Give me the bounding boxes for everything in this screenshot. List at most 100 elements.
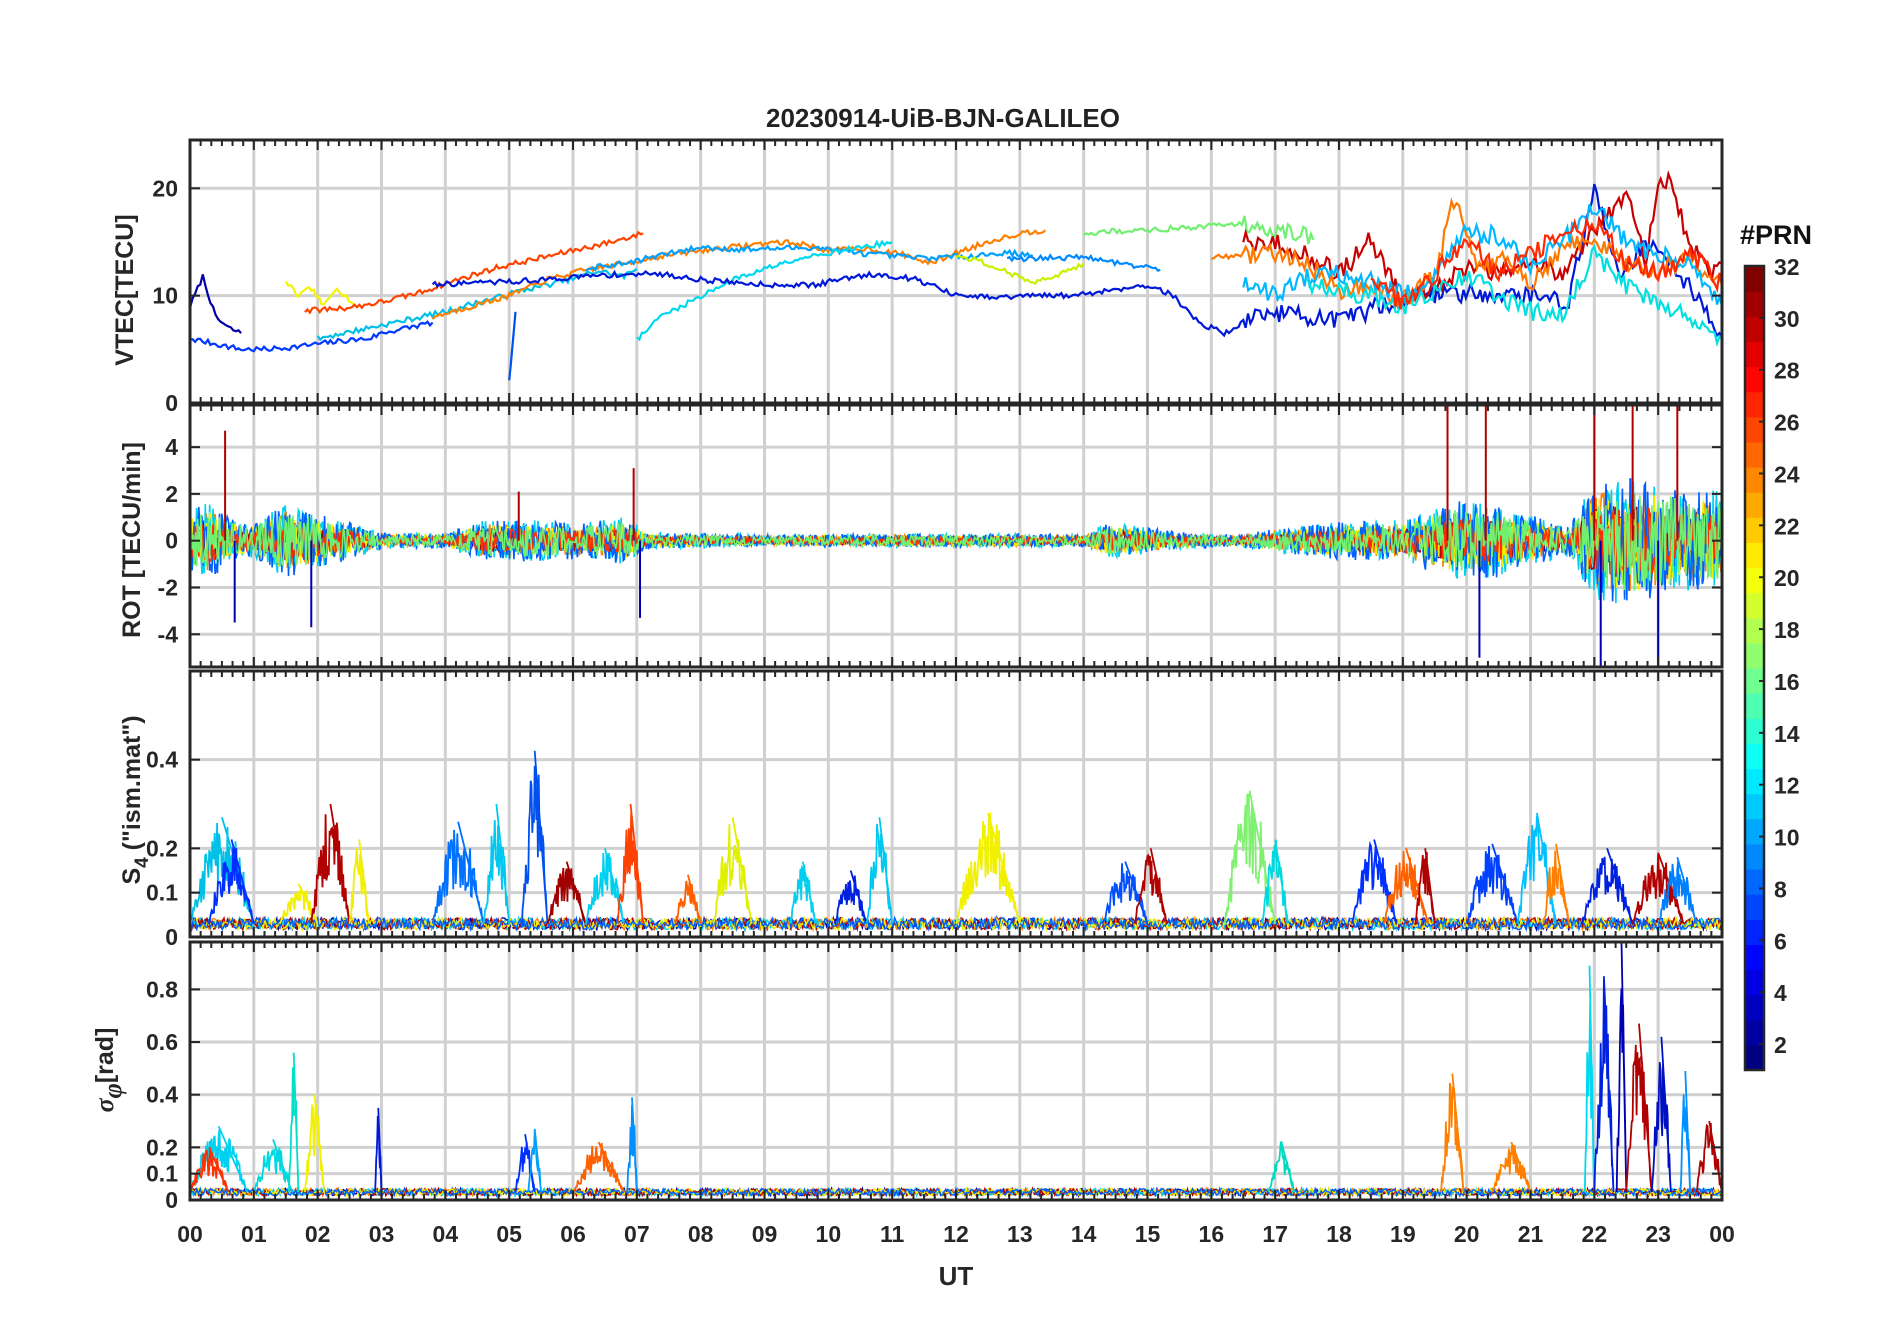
- colorbar-tick-label: 24: [1774, 461, 1800, 487]
- burst-series: [374, 1107, 383, 1193]
- vtec-panel: 0 10 20: [152, 138, 1724, 416]
- y-tick-label: 0.2: [146, 835, 178, 861]
- colorbar-level: [1745, 416, 1764, 443]
- x-tick-label: 22: [1582, 1221, 1608, 1247]
- colorbar-level: [1745, 919, 1764, 945]
- colorbar-level: [1745, 592, 1764, 619]
- x-tick-label: 01: [241, 1221, 267, 1247]
- y-tick-label: 0: [165, 390, 178, 416]
- x-tick-label: 16: [1199, 1221, 1225, 1247]
- colorbar-tick-label: 26: [1774, 410, 1800, 436]
- colorbar-level: [1745, 266, 1764, 292]
- burst-series: [190, 817, 255, 924]
- vtec-series-prn-2: [190, 274, 242, 334]
- x-tick-label: 17: [1262, 1221, 1288, 1247]
- colorbar-level: [1745, 668, 1764, 694]
- vtec-series-prn-5: [190, 320, 434, 353]
- burst-series: [1650, 1036, 1672, 1193]
- x-tick-label: 10: [816, 1221, 842, 1247]
- y-tick-label: 4: [165, 434, 178, 460]
- burst-series: [1542, 843, 1570, 924]
- burst-series: [190, 1146, 230, 1193]
- colorbar-level: [1745, 869, 1764, 895]
- y-tick-label: 0.4: [146, 1082, 178, 1108]
- burst-series: [310, 803, 351, 924]
- s4-label-subscript: 4: [132, 857, 153, 868]
- colorbar-tick-label: 6: [1774, 928, 1787, 954]
- colorbar-tick-label: 16: [1774, 669, 1800, 695]
- burst-series: [955, 811, 1021, 925]
- colorbar-level: [1745, 441, 1764, 468]
- burst-series: [865, 817, 894, 924]
- burst-series: [1695, 1120, 1722, 1193]
- s4-axis-label: S4 ("ism.mat"): [118, 715, 153, 884]
- burst-series: [1465, 843, 1519, 924]
- burst-series: [789, 861, 817, 924]
- vtec-series-prn-6: [508, 311, 517, 381]
- burst-series: [1657, 856, 1698, 925]
- burst-series: [253, 1139, 293, 1193]
- colorbar-level: [1745, 818, 1764, 845]
- colorbar-tick-label: 14: [1774, 721, 1800, 747]
- x-tick-label: 15: [1135, 1221, 1161, 1247]
- colorbar-level: [1745, 718, 1764, 744]
- burst-series: [1350, 839, 1398, 924]
- vtec-series-prn-19: [955, 255, 1085, 286]
- burst-series: [527, 1128, 542, 1193]
- colorbar-title: #PRN: [1740, 220, 1812, 250]
- burst-series: [1593, 976, 1615, 1193]
- y-tick-label: 0: [165, 528, 178, 554]
- s4-label-main: S: [118, 868, 146, 885]
- colorbar-level: [1745, 291, 1764, 317]
- sigma-axis-label: σφ[rad]: [90, 1028, 127, 1113]
- x-tick-labels: 00 01 02 03 04 05 06 07 08 09 10 11 12 13 14 15 16 17 18 19…: [177, 1221, 1735, 1247]
- colorbar-tick-label: 10: [1774, 825, 1800, 851]
- burst-series: [348, 839, 370, 924]
- x-tick-label: 05: [496, 1221, 522, 1247]
- burst-series: [1679, 1070, 1691, 1193]
- burst-series: [712, 817, 753, 924]
- vtec-series-prn-17: [1083, 215, 1315, 245]
- x-tick-label: 19: [1390, 1221, 1416, 1247]
- x-tick-label: 21: [1518, 1221, 1544, 1247]
- y-tick-label: 0.1: [146, 1161, 178, 1187]
- y-tick-label: -2: [158, 574, 178, 600]
- burst-series: [1382, 848, 1430, 924]
- colorbar-tick-label: 30: [1774, 306, 1800, 332]
- x-axis-label: UT: [939, 1261, 974, 1291]
- colorbar-level: [1745, 617, 1764, 644]
- burst-series: [1580, 848, 1634, 925]
- burst-series: [1440, 1073, 1465, 1193]
- burst-series: [833, 870, 868, 925]
- burst-series: [514, 1134, 536, 1193]
- burst-series: [572, 1141, 625, 1193]
- burst-series: [546, 861, 587, 925]
- burst-series: [626, 1097, 638, 1193]
- rot-panel: -4 -2 0 2 4: [158, 403, 1724, 669]
- y-tick-label: -4: [158, 621, 179, 647]
- vtec-series-prn-10: [585, 244, 1034, 273]
- x-tick-label: 09: [752, 1221, 778, 1247]
- y-tick-label: 0.4: [146, 747, 178, 773]
- colorbar-level: [1745, 467, 1764, 493]
- colorbar-tick-label: 18: [1774, 617, 1800, 643]
- burst-series: [521, 750, 549, 924]
- colorbar-tick-label: 32: [1774, 254, 1800, 280]
- burst-series: [482, 803, 511, 924]
- x-tick-label: 12: [943, 1221, 969, 1247]
- burst-series: [208, 839, 255, 924]
- vtec-series-prn-13: [1306, 243, 1722, 348]
- colorbar-level: [1745, 366, 1764, 393]
- colorbar-tick-label: 2: [1774, 1032, 1787, 1058]
- plot-area: [190, 170, 1722, 381]
- x-tick-label: 00: [177, 1221, 203, 1247]
- x-tick-label: 23: [1645, 1221, 1671, 1247]
- y-tick-label: 0.6: [146, 1029, 178, 1055]
- x-tick-label: 18: [1326, 1221, 1352, 1247]
- x-tick-label: 13: [1007, 1221, 1033, 1247]
- sigma-label-main: σ: [90, 1097, 119, 1112]
- colorbar-level: [1745, 944, 1764, 971]
- colorbar-level: [1745, 969, 1764, 996]
- burst-series: [616, 803, 645, 924]
- vtec-series-prn-26: [304, 230, 644, 315]
